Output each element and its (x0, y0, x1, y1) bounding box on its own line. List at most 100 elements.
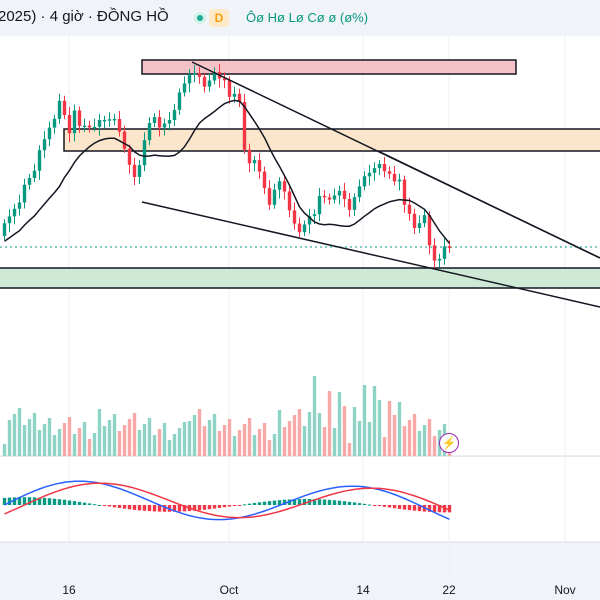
volume-bar (147, 418, 152, 456)
macd-histogram-bar (157, 505, 162, 512)
candle-body (372, 168, 377, 173)
macd-histogram-bar (207, 505, 212, 510)
volume-bar (232, 436, 237, 456)
candle-body (242, 102, 247, 150)
candle-body (187, 74, 192, 84)
volume-bar (412, 414, 417, 456)
candle-body (342, 190, 347, 199)
candle-body (12, 208, 17, 217)
volume-bar (352, 407, 357, 456)
x-tick-label: Nov (554, 583, 575, 597)
volume-bar (427, 419, 432, 456)
candle-body (382, 164, 387, 172)
candle-body (332, 195, 337, 200)
volume-bar (382, 437, 387, 456)
candle-body (37, 150, 42, 171)
volume-bar (12, 414, 17, 456)
macd-histogram-bar (342, 501, 347, 505)
demand-zone (0, 267, 600, 289)
candle-body (282, 181, 287, 192)
x-tick-label: Oct (220, 583, 239, 597)
macd-histogram-bar (347, 501, 352, 505)
candle-body (262, 171, 267, 189)
volume-bar (122, 425, 127, 456)
macd-histogram-bar (327, 499, 332, 505)
candle-body (57, 100, 62, 119)
candle-body (157, 117, 162, 128)
candle-body (422, 215, 427, 224)
candle-body (227, 80, 232, 97)
candle-body (362, 176, 367, 187)
candle-body (7, 216, 12, 224)
candle-body (417, 223, 422, 228)
volume-bar (7, 420, 12, 456)
candle-body (267, 188, 272, 205)
macd-histogram-bar (127, 505, 132, 510)
volume-bar (377, 400, 382, 456)
volume-bar (182, 422, 187, 456)
macd-histogram-bar (67, 500, 72, 505)
macd-histogram-bar (132, 505, 137, 510)
candle-body (182, 83, 187, 93)
volume-bar (177, 428, 182, 456)
candle-body (127, 148, 132, 165)
candle-body (92, 126, 97, 129)
candle-body (432, 245, 437, 261)
macd-histogram-bar (47, 498, 52, 505)
moving-average-line (4, 99, 451, 244)
chart-header: 2025) · 4 giờ · ĐỒNG HỒ D Ôø Hø Lø Cø ø … (0, 0, 600, 36)
macd-histogram-bar (427, 505, 432, 512)
volume-bar (212, 414, 217, 456)
candle-body (377, 164, 382, 169)
candle-body (232, 93, 237, 97)
macd-histogram-bar (77, 501, 82, 505)
volume-bar (327, 391, 332, 456)
volume-bar (132, 413, 137, 456)
symbol-title[interactable]: 2025) · 4 giờ · ĐỒNG HỒ (0, 8, 169, 25)
price-pane (0, 36, 600, 456)
macd-histogram-bar (7, 497, 12, 505)
timeframe-badge[interactable]: D (209, 9, 229, 27)
volume-bar (162, 423, 167, 456)
candle-body (32, 170, 37, 178)
candle-body (202, 76, 207, 87)
candle-body (257, 160, 262, 172)
macd-histogram-bar (242, 504, 247, 506)
candle-body (72, 110, 77, 134)
macd-histogram-bar (197, 505, 202, 511)
lightning-bolt-icon[interactable]: ⚡ (439, 433, 459, 453)
volume-bar (142, 424, 147, 456)
volume-bar (297, 409, 302, 456)
macd-histogram-bar (177, 505, 182, 512)
volume-bar (37, 430, 42, 456)
macd-histogram-bar (332, 500, 337, 505)
volume-bar (227, 419, 232, 456)
macd-histogram-bar (82, 502, 87, 505)
volume-bar (192, 415, 197, 456)
candle-body (172, 109, 177, 120)
candle-body (402, 179, 407, 205)
macd-histogram-bar (392, 505, 397, 509)
candle-body (287, 191, 292, 211)
macd-histogram-bar (247, 503, 252, 505)
macd-histogram-bar (292, 499, 297, 505)
volume-bar (307, 412, 312, 456)
candle-body (322, 195, 327, 198)
macd-histogram-bar (257, 502, 262, 505)
candle-body (117, 118, 122, 132)
candle-body (222, 78, 227, 81)
candle-body (207, 80, 212, 87)
volume-bar (217, 431, 222, 456)
macd-histogram-bar (97, 504, 102, 506)
volume-bar (262, 423, 267, 456)
candle-body (82, 125, 87, 128)
macd-histogram-bar (87, 503, 92, 505)
candle-body (337, 190, 342, 196)
volume-bar (137, 430, 142, 456)
volume-bar (317, 413, 322, 456)
volume-bar (72, 434, 77, 456)
volume-bar (152, 435, 157, 456)
candle-body (17, 202, 22, 209)
volume-bar (102, 426, 107, 456)
